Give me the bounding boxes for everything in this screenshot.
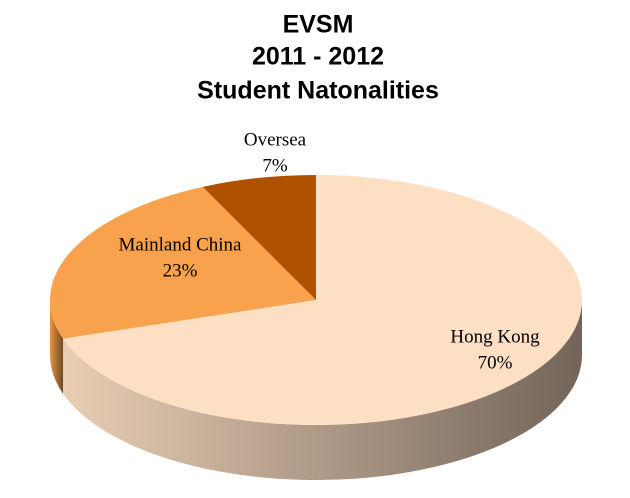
value-label: 7% [262, 155, 288, 176]
chart-title: Student Natonalities [197, 77, 439, 105]
slice [49, 186, 317, 339]
slice-side-shade [63, 300, 582, 480]
value-label: 70% [478, 352, 513, 373]
slice-label: Mainland China [119, 234, 243, 255]
slice-label: Hong Kong [450, 326, 540, 347]
value-label: 23% [163, 260, 198, 281]
chart-title: 2011 - 2012 [252, 43, 384, 71]
slice [202, 175, 316, 300]
pie [49, 175, 582, 480]
slice-side-shade [50, 300, 64, 394]
chart-title: EVSM [283, 11, 354, 39]
slice-label: Oversea [244, 129, 307, 150]
labels: Hong Kong 70% Mainland China 23% Oversea 7% [119, 129, 541, 373]
slice [63, 175, 582, 425]
